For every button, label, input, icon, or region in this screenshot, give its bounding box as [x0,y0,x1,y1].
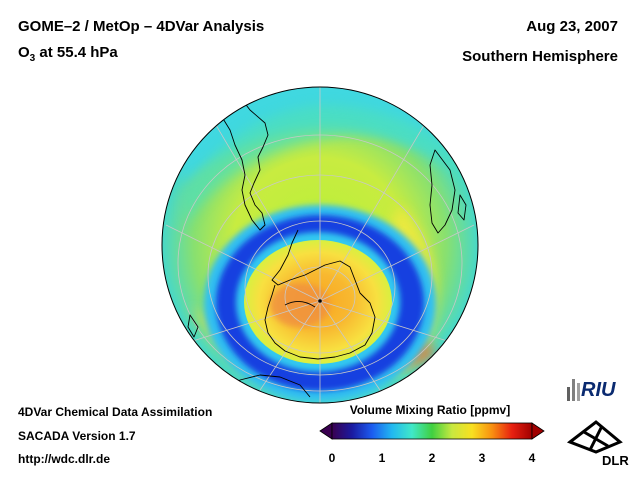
globe-field [162,87,478,403]
riu-logo: RIU [567,379,616,401]
colorbar-low-arrow [319,422,333,440]
dlr-logo-text: DLR [602,453,629,468]
africa-outline [429,149,456,234]
riu-bar-2 [572,379,575,401]
riu-bar-1 [567,387,570,401]
riu-logo-text: RIU [581,379,616,401]
colorbar-ramp [331,422,533,440]
south-america-outline [219,96,269,231]
colorbar-ticks: 0 1 2 3 4 [329,451,536,465]
colorbar-tick-label: 0 [329,451,336,465]
teal-band [185,105,470,225]
dlr-logo: DLR [566,420,629,468]
dlr-emblem [566,420,623,454]
polar-core-peak [270,283,330,327]
credit-version: SACADA Version 1.7 [18,429,136,443]
colorbar-tick-label: 1 [379,451,386,465]
meridian-lines [165,87,475,403]
colorbar-tick-label: 4 [529,451,536,465]
species-base: O [18,44,30,61]
new-zealand-outline [187,314,199,338]
antarctica-outline [264,229,376,360]
species-level-label: O3 at 55.4 hPa [18,44,118,68]
pressure-level: at 55.4 hPa [35,44,118,61]
colorbar: 0 1 2 3 4 [319,422,545,465]
colorbar-title: Volume Mixing Ratio [ppmv] [349,403,511,417]
analysis-date: Aug 23, 2007 [526,18,618,35]
riu-bar-3 [577,383,580,401]
south-pole-marker [318,299,322,303]
colorbar-tick-label: 3 [479,451,486,465]
species-subscript: 3 [29,53,36,64]
credit-url: http://wdc.dlr.de [18,452,110,466]
globe-outline [161,86,479,404]
madagascar-outline [457,194,467,221]
colorbar-high-arrow [531,422,545,440]
page-title: GOME–2 / MetOp – 4DVar Analysis [18,18,265,35]
ross-sea-coast [284,301,316,308]
ozone-map [161,86,479,404]
credit-system: 4DVar Chemical Data Assimilation [18,405,213,419]
colorbar-tick-label: 2 [429,451,436,465]
region-label: Southern Hemisphere [462,48,618,65]
